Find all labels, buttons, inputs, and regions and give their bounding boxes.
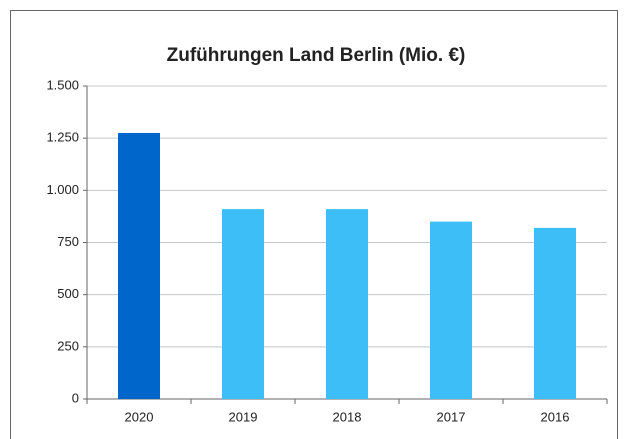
x-tick-label: 2019 — [229, 409, 258, 424]
y-tick-label: 750 — [57, 234, 79, 249]
y-tick-label: 0 — [72, 390, 79, 405]
bar — [534, 227, 576, 399]
bar — [222, 209, 264, 399]
y-tick-label: 1.000 — [46, 182, 79, 197]
chart-frame — [10, 10, 618, 439]
x-tick-label: 2020 — [125, 409, 154, 424]
bar — [326, 209, 368, 399]
y-tick-label: 1.250 — [46, 130, 79, 145]
bar — [118, 132, 160, 399]
y-tick-label: 500 — [57, 286, 79, 301]
bar — [430, 221, 472, 399]
chart-title: Zuführungen Land Berlin (Mio. €) — [167, 45, 466, 66]
y-tick-label: 1.500 — [46, 77, 79, 92]
x-tick-label: 2016 — [541, 409, 570, 424]
y-tick-label: 250 — [57, 338, 79, 353]
x-tick-label: 2017 — [437, 409, 466, 424]
x-tick-label: 2018 — [333, 409, 362, 424]
